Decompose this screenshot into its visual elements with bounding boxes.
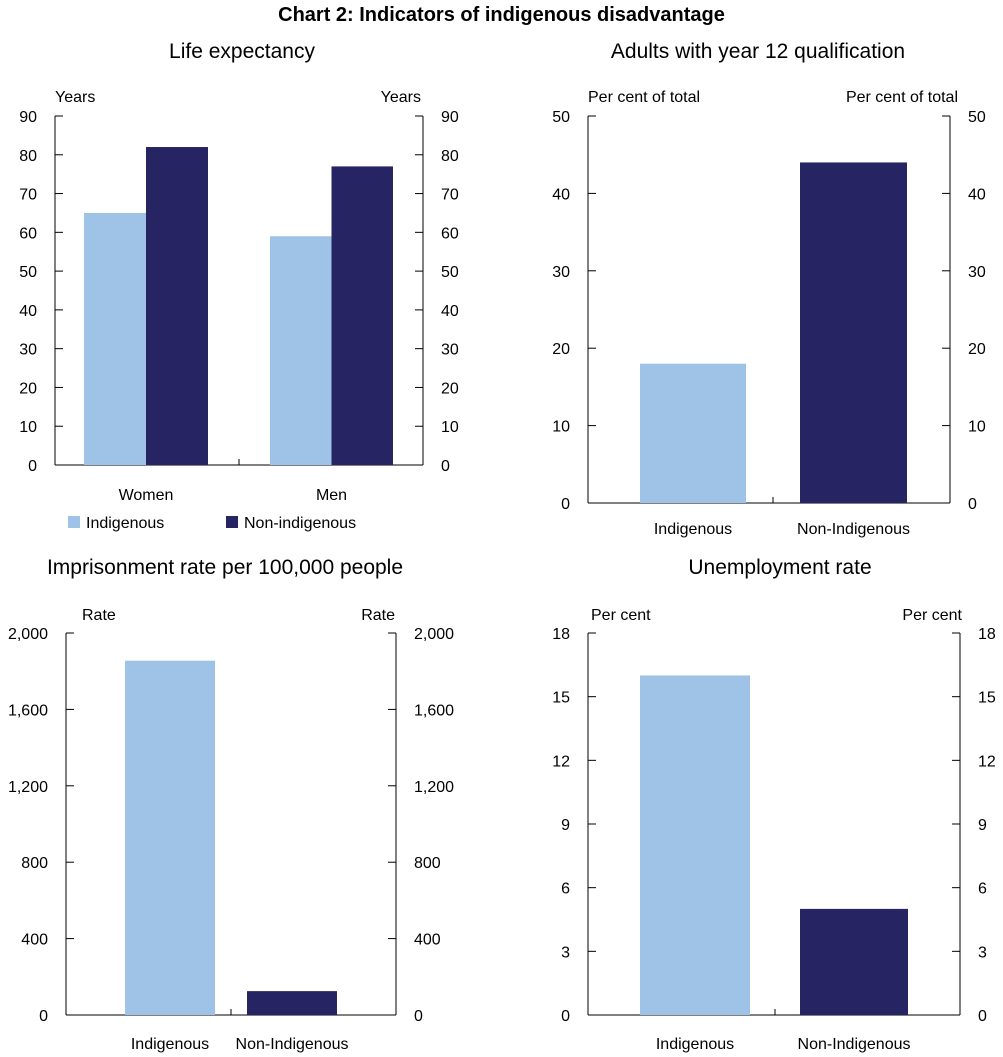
y-tick-label-left: 18: [552, 626, 570, 643]
y-tick-label-right: 40: [968, 186, 986, 203]
x-category-label: Indigenous: [656, 1036, 734, 1053]
y-axis-unit-left: Years: [55, 89, 95, 106]
y-tick-label-right: 50: [441, 264, 459, 281]
y-tick-label-left: 400: [21, 932, 48, 949]
y-tick-label-right: 2,000: [414, 626, 454, 643]
chart-panel-4: Unemployment rate Per cent Per cent 0 0 3 3 6 6 9…: [552, 556, 996, 1053]
panel-title: Adults with year 12 qualification: [611, 40, 905, 63]
legend-label: Non-indigenous: [244, 515, 356, 532]
y-axis-unit-right: Rate: [361, 607, 395, 624]
y-tick-label-right: 30: [441, 342, 459, 359]
x-category-label: Non-Indigenous: [797, 521, 910, 538]
y-tick-label-right: 60: [441, 225, 459, 242]
y-tick-label-right: 30: [968, 264, 986, 281]
y-tick-label-right: 80: [441, 148, 459, 165]
chart-panel-1: Life expectancy Years Years 0 0 10 10 20 20 30 30 4…: [19, 40, 459, 532]
bar-indigenous: [125, 660, 215, 1015]
y-tick-label-left: 30: [552, 264, 570, 281]
bar-non-indigenous: [247, 991, 337, 1015]
y-tick-label-right: 18: [978, 626, 996, 643]
bar-indigenous: [640, 363, 746, 503]
y-tick-label-left: 40: [19, 303, 37, 320]
y-axis-unit-left: Per cent: [591, 607, 651, 624]
y-tick-label-left: 80: [19, 148, 37, 165]
y-tick-label-left: 800: [21, 855, 48, 872]
y-tick-label-left: 0: [561, 1008, 570, 1025]
y-tick-label-right: 0: [414, 1008, 423, 1025]
bar-women-non-indigenous: [146, 147, 208, 465]
x-category-label: Men: [316, 487, 347, 504]
y-tick-label-right: 0: [968, 496, 977, 513]
y-tick-label-left: 1,600: [8, 702, 48, 719]
y-tick-label-right: 800: [414, 855, 441, 872]
y-axis-unit-right: Per cent of total: [846, 89, 958, 106]
bar-men-indigenous: [270, 236, 332, 465]
x-category-label: Indigenous: [654, 521, 732, 538]
y-tick-label-left: 0: [561, 496, 570, 513]
x-category-label: Women: [119, 487, 174, 504]
y-tick-label-right: 20: [968, 341, 986, 358]
y-tick-label-left: 50: [19, 264, 37, 281]
x-category-label: Non-Indigenous: [798, 1036, 911, 1053]
panel-title: Life expectancy: [169, 40, 315, 63]
y-tick-label-left: 9: [561, 817, 570, 834]
y-tick-label-left: 10: [552, 419, 570, 436]
legend: Indigenous Non-indigenous: [68, 515, 356, 532]
y-tick-label-left: 3: [561, 944, 570, 961]
y-axis-unit-right: Years: [381, 89, 421, 106]
bar-men-non-indigenous: [331, 166, 393, 465]
y-tick-label-right: 1,600: [414, 702, 454, 719]
y-tick-label-right: 40: [441, 303, 459, 320]
y-tick-label-right: 0: [441, 458, 450, 475]
y-tick-label-right: 3: [978, 944, 987, 961]
chart-panel-2: Adults with year 12 qualification Per cen…: [552, 40, 986, 538]
y-tick-label-left: 0: [28, 458, 37, 475]
y-tick-label-left: 20: [19, 380, 37, 397]
y-tick-label-right: 50: [968, 109, 986, 126]
y-tick-label-right: 70: [441, 187, 459, 204]
panel-title: Unemployment rate: [688, 556, 871, 579]
y-tick-label-left: 70: [19, 187, 37, 204]
bar-indigenous: [640, 675, 750, 1015]
y-tick-label-right: 10: [441, 419, 459, 436]
y-tick-label-left: 60: [19, 225, 37, 242]
y-tick-label-left: 50: [552, 109, 570, 126]
y-axis-unit-left: Rate: [82, 607, 116, 624]
chart-main-title: Chart 2: Indicators of indigenous disadv…: [278, 4, 725, 26]
y-tick-label-right: 400: [414, 932, 441, 949]
y-tick-label-right: 6: [978, 881, 987, 898]
y-tick-label-left: 10: [19, 419, 37, 436]
legend-swatch: [68, 516, 80, 528]
x-category-label: Non-Indigenous: [236, 1036, 349, 1053]
bar-women-indigenous: [84, 212, 146, 465]
y-tick-label-left: 20: [552, 341, 570, 358]
legend-swatch: [226, 516, 238, 528]
y-tick-label-right: 90: [441, 109, 459, 126]
panel-title: Imprisonment rate per 100,000 people: [47, 556, 403, 579]
x-category-label: Indigenous: [131, 1036, 209, 1053]
legend-label: Indigenous: [86, 515, 164, 532]
y-tick-label-right: 20: [441, 380, 459, 397]
y-axis-unit-right: Per cent: [902, 607, 962, 624]
y-tick-label-right: 15: [978, 690, 996, 707]
bar-non-indigenous: [800, 162, 907, 503]
y-tick-label-right: 9: [978, 817, 987, 834]
y-axis-unit-left: Per cent of total: [588, 89, 700, 106]
y-tick-label-left: 1,200: [8, 779, 48, 796]
y-tick-label-left: 6: [561, 881, 570, 898]
y-tick-label-left: 40: [552, 186, 570, 203]
y-tick-label-left: 2,000: [8, 626, 48, 643]
y-tick-label-left: 30: [19, 342, 37, 359]
y-tick-label-right: 10: [968, 419, 986, 436]
chart-panel-3: Imprisonment rate per 100,000 people Rate…: [8, 556, 454, 1053]
bar-non-indigenous: [800, 908, 908, 1015]
y-tick-label-left: 15: [552, 690, 570, 707]
y-tick-label-right: 0: [978, 1008, 987, 1025]
y-tick-label-left: 0: [39, 1008, 48, 1025]
y-tick-label-right: 12: [978, 753, 996, 770]
y-tick-label-left: 90: [19, 109, 37, 126]
y-tick-label-right: 1,200: [414, 779, 454, 796]
y-tick-label-left: 12: [552, 753, 570, 770]
